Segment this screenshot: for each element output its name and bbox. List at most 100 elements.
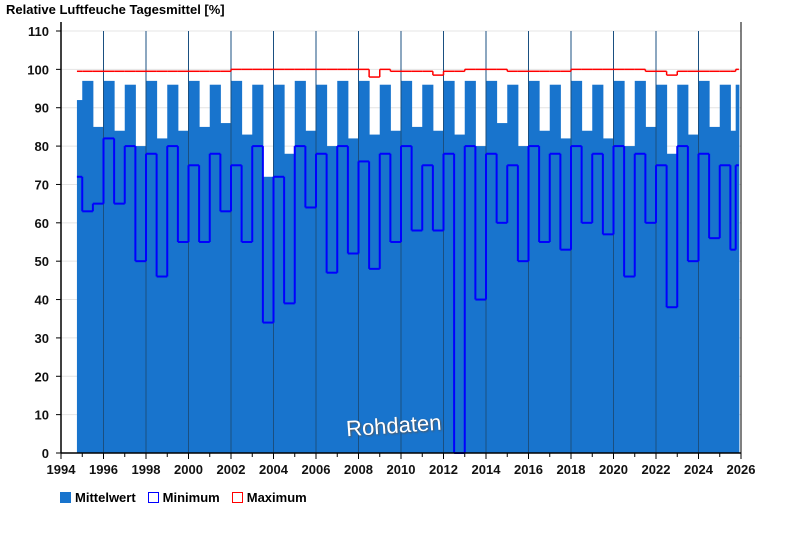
legend-swatch-mean bbox=[60, 492, 71, 503]
mean-bar bbox=[624, 146, 636, 453]
legend-item-min: Minimum bbox=[147, 490, 220, 505]
y-tick-label: 110 bbox=[28, 24, 49, 39]
mean-bar bbox=[698, 80, 710, 453]
mean-bar bbox=[528, 80, 540, 453]
mean-bar bbox=[231, 80, 243, 453]
x-tick-label: 2004 bbox=[259, 462, 289, 477]
chart-title: Relative Luftfeuche Tagesmittel [%] bbox=[6, 2, 225, 17]
mean-bar bbox=[411, 126, 423, 453]
mean-bar bbox=[294, 80, 306, 453]
mean-bar bbox=[486, 80, 498, 453]
x-tick-label: 2006 bbox=[302, 462, 331, 477]
x-tick-label: 2020 bbox=[599, 462, 628, 477]
mean-bar bbox=[687, 134, 699, 453]
x-tick-label: 2012 bbox=[429, 462, 458, 477]
legend: Mittelwert Minimum Maximum bbox=[60, 490, 307, 505]
mean-bar bbox=[645, 126, 657, 453]
mean-bar bbox=[103, 80, 115, 453]
mean-bar bbox=[677, 84, 689, 453]
mean-bar bbox=[454, 134, 466, 453]
mean-bar bbox=[507, 84, 519, 453]
y-tick-label: 70 bbox=[35, 177, 49, 192]
x-tick-label: 2010 bbox=[387, 462, 416, 477]
y-tick-label: 30 bbox=[35, 331, 49, 346]
mean-bar bbox=[92, 126, 104, 453]
legend-item-mean: Mittelwert bbox=[60, 490, 136, 505]
mean-bar bbox=[337, 80, 349, 453]
y-tick-label: 0 bbox=[42, 446, 49, 461]
mean-bar bbox=[401, 80, 413, 453]
mean-bar bbox=[262, 176, 274, 454]
legend-label-mean: Mittelwert bbox=[75, 490, 136, 505]
y-tick-label: 100 bbox=[27, 62, 49, 77]
mean-bar bbox=[613, 80, 625, 453]
x-tick-label: 2002 bbox=[217, 462, 246, 477]
mean-bar bbox=[634, 80, 646, 453]
mean-bar bbox=[146, 80, 158, 453]
mean-bar bbox=[114, 130, 126, 453]
mean-bar bbox=[82, 80, 94, 453]
y-tick-label: 40 bbox=[35, 293, 49, 308]
mean-bar bbox=[156, 138, 168, 453]
mean-bar bbox=[76, 100, 83, 454]
mean-bar bbox=[209, 84, 221, 453]
mean-bar bbox=[220, 123, 232, 453]
x-tick-label: 2024 bbox=[684, 462, 714, 477]
mean-bar bbox=[241, 134, 253, 453]
legend-label-min: Minimum bbox=[162, 490, 220, 505]
x-tick-label: 2026 bbox=[727, 462, 756, 477]
mean-bar bbox=[592, 84, 604, 453]
legend-swatch-min bbox=[147, 492, 159, 503]
mean-bar bbox=[273, 84, 285, 453]
x-tick-label: 1998 bbox=[132, 462, 161, 477]
x-tick-label: 1994 bbox=[47, 462, 77, 477]
mean-bar bbox=[124, 84, 136, 453]
mean-bar bbox=[539, 130, 551, 453]
mean-bar bbox=[188, 80, 200, 453]
mean-bar bbox=[735, 84, 740, 453]
mean-bar bbox=[135, 146, 147, 453]
legend-label-max: Maximum bbox=[246, 490, 307, 505]
mean-bar bbox=[581, 130, 593, 453]
mean-bar bbox=[549, 84, 561, 453]
x-tick-label: 2018 bbox=[557, 462, 586, 477]
x-tick-label: 2000 bbox=[174, 462, 203, 477]
mean-bar bbox=[358, 80, 370, 453]
x-tick-label: 2008 bbox=[344, 462, 373, 477]
mean-bar bbox=[379, 84, 391, 453]
mean-bar bbox=[305, 130, 317, 453]
mean-bar bbox=[709, 126, 721, 453]
mean-bar bbox=[432, 130, 444, 453]
legend-swatch-max bbox=[231, 492, 243, 503]
mean-bar bbox=[326, 146, 338, 453]
mean-bar bbox=[666, 153, 678, 453]
y-tick-label: 10 bbox=[35, 408, 49, 423]
mean-bar bbox=[560, 138, 572, 453]
legend-item-max: Maximum bbox=[231, 490, 307, 505]
x-tick-label: 2016 bbox=[514, 462, 543, 477]
mean-bar bbox=[252, 84, 264, 453]
x-tick-label: 2022 bbox=[642, 462, 671, 477]
y-tick-label: 20 bbox=[35, 369, 49, 384]
mean-bar bbox=[167, 84, 179, 453]
mean-bar bbox=[177, 130, 189, 453]
mean-bar bbox=[316, 84, 328, 453]
mean-bar bbox=[602, 138, 614, 453]
mean-bar bbox=[390, 130, 402, 453]
mean-bar bbox=[517, 146, 529, 453]
mean-bar bbox=[347, 138, 359, 453]
mean-bar bbox=[730, 130, 737, 453]
x-tick-label: 2014 bbox=[472, 462, 502, 477]
x-tick-label: 1996 bbox=[89, 462, 118, 477]
mean-bar bbox=[571, 80, 583, 453]
mean-bar bbox=[443, 80, 455, 453]
mean-bar bbox=[719, 84, 731, 453]
y-tick-label: 90 bbox=[35, 101, 49, 116]
mean-bar bbox=[656, 84, 668, 453]
mean-bar bbox=[369, 134, 381, 453]
y-tick-label: 50 bbox=[35, 254, 49, 269]
mean-bar bbox=[464, 80, 476, 453]
y-tick-label: 60 bbox=[35, 216, 49, 231]
mean-bar bbox=[496, 123, 508, 453]
